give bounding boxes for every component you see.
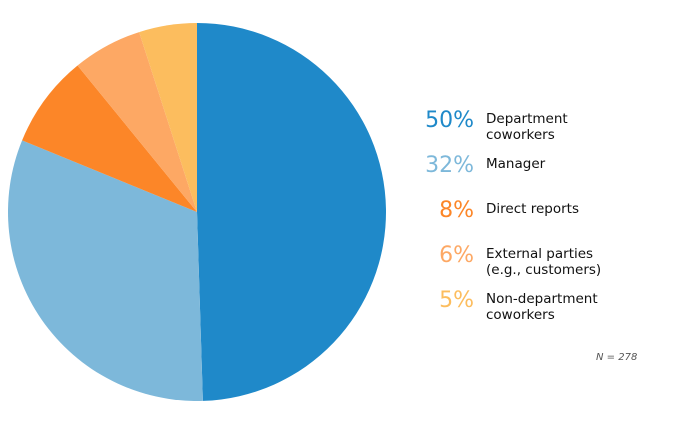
slice-percent-label: 32% xyxy=(425,153,474,178)
legend-label: Direct reports xyxy=(486,201,579,217)
legend-item-manager: 32% Manager xyxy=(418,153,658,198)
slice-direct-reports xyxy=(22,65,197,213)
slice-percent-label: 8% xyxy=(439,198,474,223)
legend-label: Department coworkers xyxy=(486,111,568,143)
sample-size-note: N = 278 xyxy=(596,352,638,363)
slice-manager xyxy=(7,140,203,401)
slice-percent-label: 50% xyxy=(425,108,474,133)
legend-item-external-parties: 6% External parties (e.g., customers) xyxy=(418,243,658,288)
legend-label: Manager xyxy=(486,156,546,172)
legend-item-direct-reports: 8% Direct reports xyxy=(418,198,658,243)
slice-department-coworkers xyxy=(197,23,387,401)
legend-item-non-department-coworkers: 5% Non-department coworkers xyxy=(418,288,658,333)
legend-label: External parties (e.g., customers) xyxy=(486,246,602,278)
slice-percent-label: 5% xyxy=(439,288,474,313)
legend-label: Non-department coworkers xyxy=(486,291,598,323)
pie-chart xyxy=(7,23,387,401)
slice-non-department-coworkers xyxy=(139,23,197,212)
legend: 50% Department coworkers 32% Manager 8% … xyxy=(418,108,658,333)
slice-percent-label: 6% xyxy=(439,243,474,268)
slice-external-parties xyxy=(77,32,197,213)
legend-item-department-coworkers: 50% Department coworkers xyxy=(418,108,658,153)
